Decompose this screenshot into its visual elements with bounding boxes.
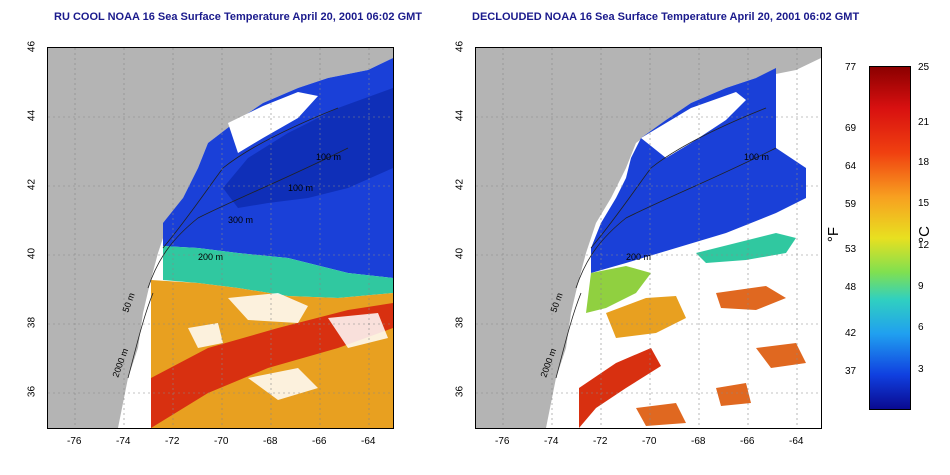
fahrenheit-tick: 42 [845, 328, 857, 339]
gulf-stream [151, 303, 393, 428]
lat-tick: 40 [454, 247, 466, 260]
left-map-title: RU COOL NOAA 16 Sea Surface Temperature … [54, 11, 423, 23]
lon-tick: -64 [361, 436, 376, 447]
lat-tick: 38 [454, 316, 466, 329]
declouded-sst-map-svg: 100 m 200 m 50 m 2000 m [476, 48, 821, 428]
lat-tick: 36 [454, 385, 466, 398]
lat-tick: 36 [26, 385, 38, 398]
raw-sst-map: 100 m 100 m 300 m 200 m 50 m 2000 m [47, 47, 394, 429]
lon-tick: -66 [312, 436, 327, 447]
contour-line [555, 292, 582, 379]
warm-patch [636, 286, 806, 426]
lat-tick: 44 [26, 109, 38, 122]
lon-tick: -76 [495, 436, 510, 447]
shelf-white [228, 92, 318, 153]
contour-label: 100 m [288, 183, 313, 193]
contour-label: 100 m [316, 152, 341, 162]
lat-tick: 46 [454, 40, 466, 53]
land-mass [48, 48, 393, 428]
right-map-title: DECLOUDED NOAA 16 Sea Surface Temperatur… [472, 11, 860, 23]
lon-tick: -68 [691, 436, 706, 447]
lat-tick: 38 [26, 316, 38, 329]
fahrenheit-tick: 59 [845, 199, 857, 210]
contour-line [162, 107, 339, 249]
temperature-colorbar [869, 66, 911, 410]
contour-line [575, 147, 777, 289]
celsius-tick: 21 [918, 117, 930, 128]
slope-water [163, 246, 393, 298]
lon-tick: -64 [789, 436, 804, 447]
fahrenheit-tick: 77 [845, 62, 857, 73]
fahrenheit-tick: 37 [845, 366, 857, 377]
celsius-tick: 15 [918, 198, 930, 209]
contour-label: 200 m [626, 252, 651, 262]
contour-line [147, 147, 349, 289]
slope-water [586, 266, 651, 313]
lon-tick: -72 [593, 436, 608, 447]
slope-water [696, 233, 796, 263]
lon-tick: -74 [544, 436, 559, 447]
graticule [48, 48, 393, 428]
contour-line [590, 107, 767, 249]
gulf-stream [579, 348, 661, 428]
shelf-white [641, 92, 746, 158]
fahrenheit-tick: 64 [845, 161, 857, 172]
fahrenheit-tick: 48 [845, 282, 857, 293]
cold-water [591, 68, 806, 273]
lon-tick: -66 [740, 436, 755, 447]
declouded-sst-map: 100 m 200 m 50 m 2000 m [475, 47, 822, 429]
warm-water [606, 296, 686, 338]
celsius-tick: 9 [918, 281, 924, 292]
celsius-unit-label: °C [915, 226, 933, 243]
lat-tick: 42 [454, 178, 466, 191]
fahrenheit-tick: 53 [845, 244, 857, 255]
contour-line [127, 292, 154, 379]
contour-label: 200 m [198, 252, 223, 262]
fahrenheit-tick: 69 [845, 123, 857, 134]
graticule [476, 48, 821, 428]
lon-tick: -68 [263, 436, 278, 447]
lat-tick: 46 [26, 40, 38, 53]
celsius-tick: 6 [918, 322, 924, 333]
fahrenheit-unit-label: °F [825, 226, 843, 243]
lon-tick: -70 [214, 436, 229, 447]
lon-tick: -70 [642, 436, 657, 447]
celsius-tick: 3 [918, 364, 924, 375]
raw-sst-map-svg: 100 m 100 m 300 m 200 m 50 m 2000 m [48, 48, 393, 428]
land-mass [476, 48, 821, 428]
lat-tick: 42 [26, 178, 38, 191]
lat-tick: 40 [26, 247, 38, 260]
cloud-patches [188, 293, 388, 400]
cold-water-deep [223, 88, 393, 208]
colorbar-gradient [870, 67, 910, 409]
celsius-tick: 12 [918, 240, 930, 251]
lat-tick: 44 [454, 109, 466, 122]
contour-label: 300 m [228, 215, 253, 225]
celsius-tick: 18 [918, 157, 930, 168]
celsius-tick: 25 [918, 62, 930, 73]
lon-tick: -76 [67, 436, 82, 447]
lon-tick: -74 [116, 436, 131, 447]
lon-tick: -72 [165, 436, 180, 447]
contour-label: 100 m [744, 152, 769, 162]
